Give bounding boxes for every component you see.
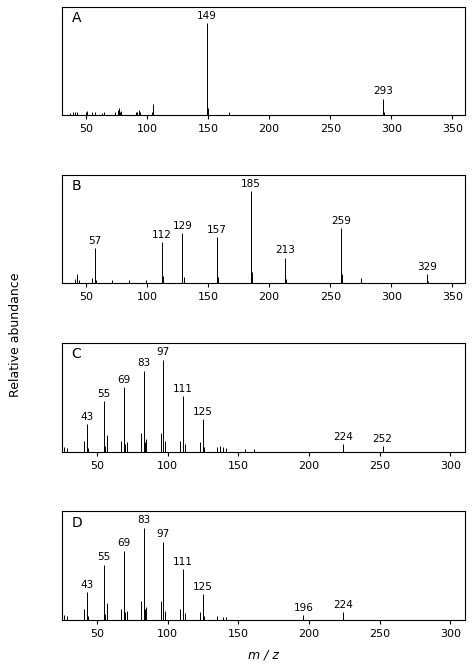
Text: 55: 55 <box>97 389 110 399</box>
Text: C: C <box>72 348 82 361</box>
Text: 293: 293 <box>373 86 392 96</box>
Text: 129: 129 <box>173 220 192 230</box>
Text: 43: 43 <box>81 580 94 590</box>
Text: 329: 329 <box>417 262 437 272</box>
Text: Relative abundance: Relative abundance <box>9 273 22 397</box>
Text: m / z: m / z <box>247 649 279 662</box>
Text: 259: 259 <box>331 216 351 226</box>
Text: 69: 69 <box>117 375 130 385</box>
Text: 149: 149 <box>197 11 217 21</box>
Text: 125: 125 <box>193 582 213 592</box>
Text: 213: 213 <box>275 245 295 255</box>
Text: 43: 43 <box>81 411 94 421</box>
Text: 112: 112 <box>152 230 172 240</box>
Text: 97: 97 <box>157 347 170 357</box>
Text: 97: 97 <box>157 529 170 539</box>
Text: 185: 185 <box>241 179 261 189</box>
Text: 196: 196 <box>293 603 313 613</box>
Text: 83: 83 <box>137 358 150 369</box>
Text: 111: 111 <box>173 557 193 567</box>
Text: 57: 57 <box>88 236 101 246</box>
Text: B: B <box>72 179 82 193</box>
Text: A: A <box>72 11 81 25</box>
Text: 224: 224 <box>333 600 353 610</box>
Text: 157: 157 <box>207 225 227 235</box>
Text: 125: 125 <box>193 407 213 417</box>
Text: 69: 69 <box>117 539 130 549</box>
Text: 83: 83 <box>137 515 150 525</box>
Text: 111: 111 <box>173 384 193 394</box>
Text: 224: 224 <box>333 432 353 442</box>
Text: D: D <box>72 516 82 529</box>
Text: 252: 252 <box>373 433 392 444</box>
Text: 55: 55 <box>97 552 110 562</box>
